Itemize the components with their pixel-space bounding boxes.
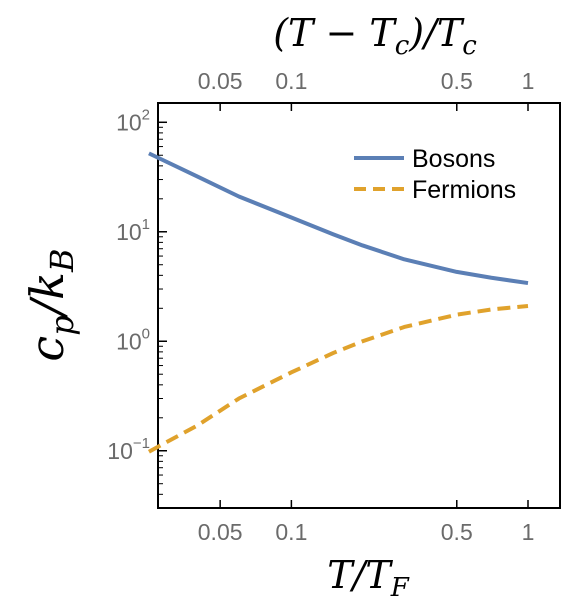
x-tick-label-2: 0.5 [441, 519, 473, 545]
series-line-fermions [147, 303, 529, 454]
x-tick-label-0: 0.05 [198, 519, 243, 545]
top-tick-label-2: 0.5 [441, 68, 473, 94]
legend-label-fermions: Fermions [412, 176, 516, 204]
y-tick-label-0: 10−1 [107, 435, 150, 464]
y-tick-label-2: 101 [116, 216, 150, 245]
top-axis-title: (T − Tc)/Tc [273, 11, 477, 61]
top-tick-label-3: 1 [522, 68, 535, 94]
y-axis-title: cp/kB [20, 248, 81, 361]
y-tick-label-1: 100 [116, 325, 150, 354]
top-tick-label-1: 0.1 [275, 68, 307, 94]
x-tick-label-3: 1 [522, 519, 535, 545]
top-tick-label-0: 0.05 [198, 68, 243, 94]
series-layer [147, 151, 529, 454]
legend-label-bosons: Bosons [412, 145, 495, 173]
y-ticks: 10−1 100 101 102 [107, 106, 167, 495]
top-ticks: 0.05 0.1 0.5 1 [198, 68, 535, 111]
x-ticks: 0.05 0.1 0.5 1 [198, 500, 535, 545]
y-tick-label-3: 102 [116, 106, 150, 135]
x-tick-label-1: 0.1 [275, 519, 307, 545]
series-line-bosons [148, 151, 529, 286]
plot-frame [157, 102, 561, 509]
legend: Bosons Fermions [354, 145, 516, 204]
x-axis-title: T/TF [327, 553, 410, 603]
